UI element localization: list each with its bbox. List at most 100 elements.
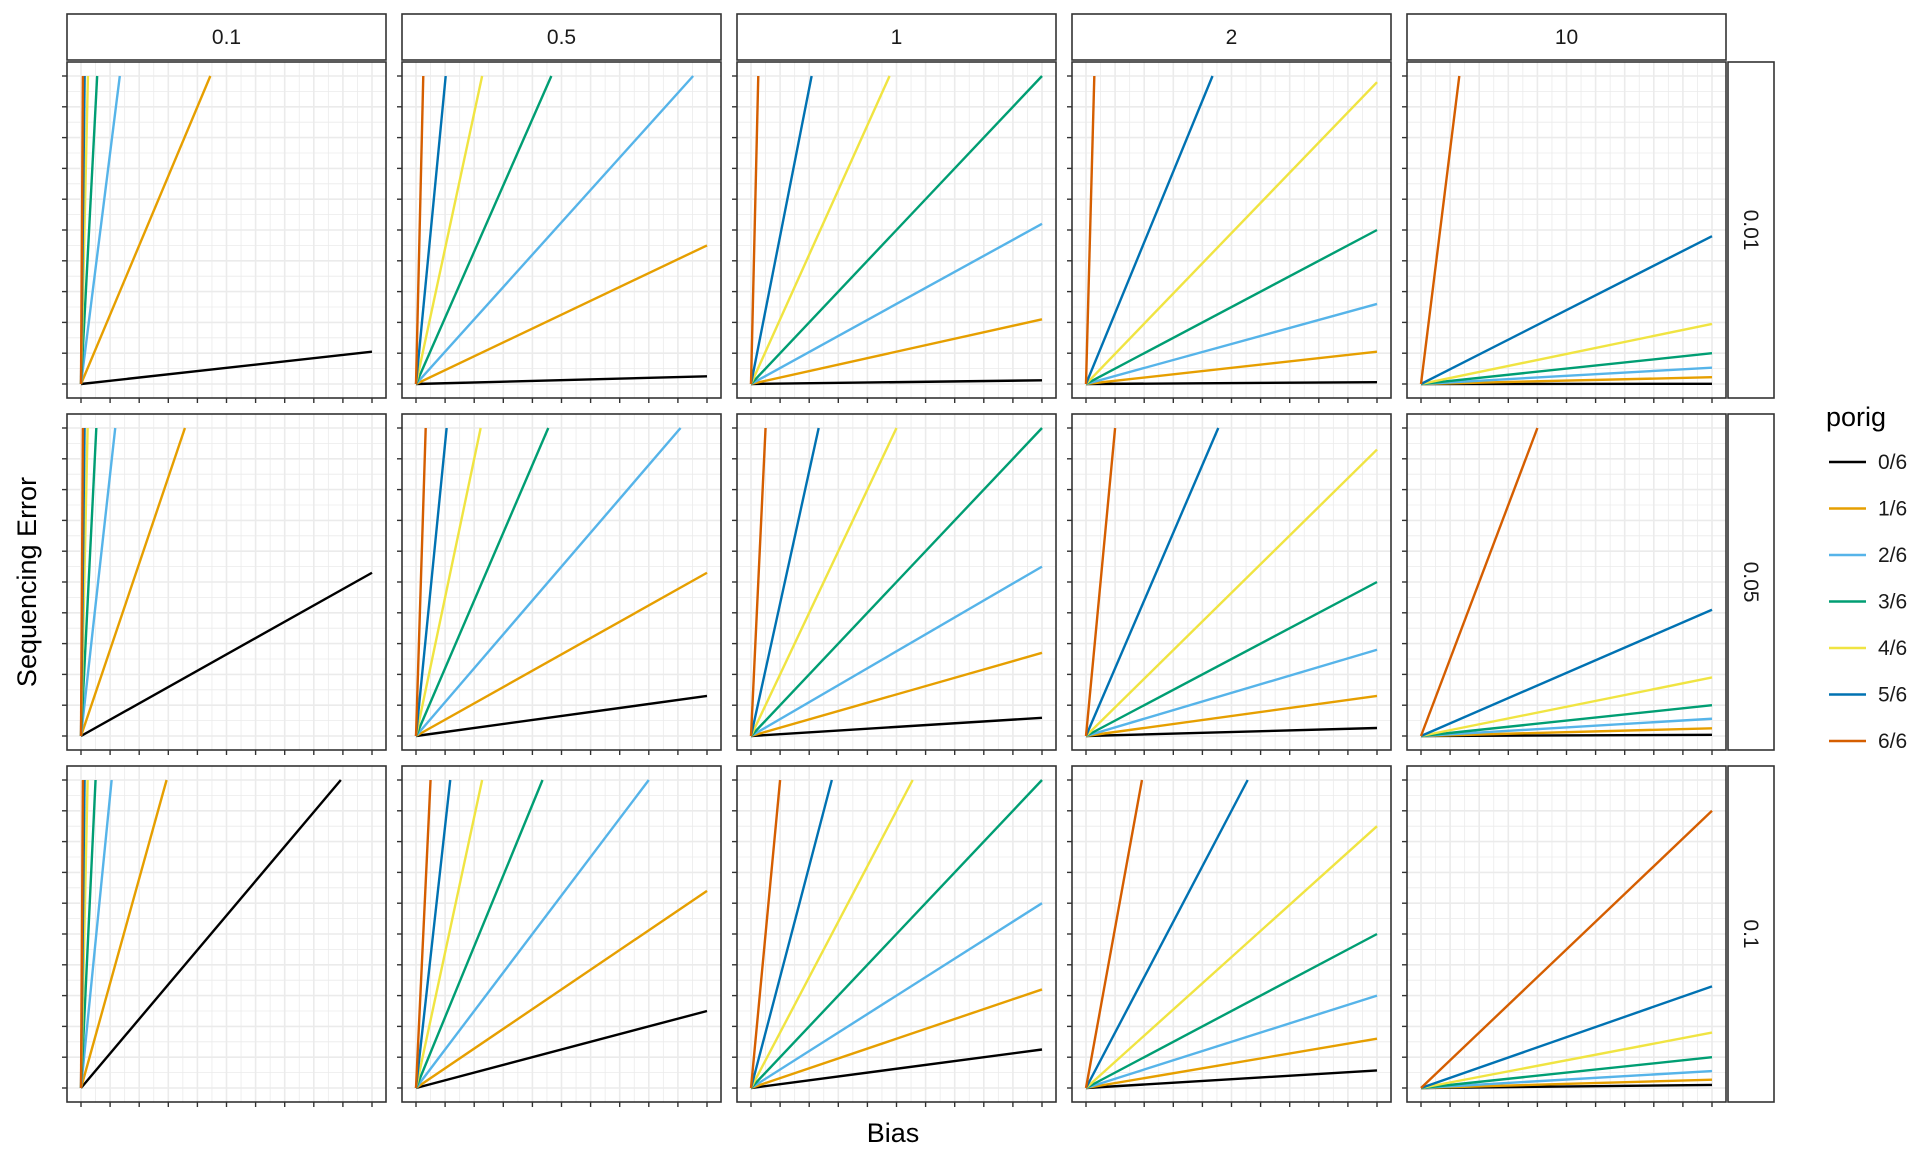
series-line-2-6 [750, 565, 1043, 738]
legend-item-2-6: 2/6 [1829, 544, 1907, 567]
series-line-0-6 [1085, 380, 1378, 386]
series-line-1-6 [750, 651, 1043, 738]
panel-1-0-1 [732, 765, 1057, 1107]
series-line-2-6 [750, 222, 1043, 386]
legend-item-3-6: 3/6 [1829, 591, 1907, 614]
col-strip-box [736, 13, 1057, 61]
panel-0-1-0-01 [62, 61, 387, 403]
col-strip-0-5: 0.5 [401, 13, 722, 61]
y-axis-title: Sequencing Error [12, 477, 42, 687]
x-axis-title: Bias [867, 1118, 920, 1148]
series-line-0-6 [750, 716, 1043, 738]
legend-label: 5/6 [1878, 684, 1907, 707]
series-line-6-6 [1419, 75, 1461, 385]
legend-label: 1/6 [1878, 498, 1907, 521]
series-line-3-6 [1420, 704, 1713, 738]
series-line-6-6 [749, 779, 782, 1089]
series-line-4-6 [749, 427, 898, 737]
series-line-3-6 [750, 779, 1043, 1089]
series-line-0-6 [415, 1009, 708, 1090]
panel-2-0-01 [1067, 61, 1392, 403]
series-line-2-6 [79, 779, 113, 1089]
legend-item-0-6: 0/6 [1829, 451, 1907, 474]
series-line-0-6 [80, 571, 373, 738]
panel-10-0-01 [1402, 61, 1727, 403]
series-line-6-6 [79, 427, 85, 737]
series-line-3-6 [414, 75, 553, 385]
col-strip-label: 0.5 [547, 26, 576, 49]
legend-label: 3/6 [1878, 591, 1907, 614]
series-line-6-6 [79, 75, 85, 385]
col-strip-label: 2 [1226, 26, 1238, 49]
legend-label: 0/6 [1878, 451, 1907, 474]
row-strip-0-1: 0.1 [1727, 765, 1775, 1103]
legend-item-4-6: 4/6 [1829, 637, 1907, 660]
series-line-3-6 [414, 779, 544, 1089]
panel-10-0-05 [1402, 413, 1727, 755]
series-line-5-6 [1420, 608, 1713, 738]
series-line-6-6 [1084, 75, 1096, 385]
series-line-3-6 [1420, 1056, 1713, 1090]
series-line-1-6 [415, 571, 708, 738]
series-line-4-6 [749, 75, 891, 385]
legend-label: 2/6 [1878, 544, 1907, 567]
col-strip-label: 10 [1555, 26, 1578, 49]
series-line-6-6 [414, 779, 432, 1089]
panel-1-0-01 [732, 61, 1057, 403]
series-line-0-6 [80, 350, 373, 386]
series-line-5-6 [414, 75, 447, 385]
col-strip-box [401, 13, 722, 61]
series-line-6-6 [414, 75, 425, 385]
panel-2-0-1 [1067, 765, 1392, 1107]
series-line-3-6 [1420, 352, 1713, 386]
series-line-2-6 [415, 427, 682, 737]
series-line-2-6 [415, 75, 695, 385]
series-line-0-6 [1085, 1069, 1378, 1090]
series-line-1-6 [1085, 1037, 1378, 1090]
series-line-1-6 [750, 318, 1043, 386]
series-line-3-6 [79, 779, 97, 1089]
series-line-0-6 [80, 779, 342, 1089]
col-strip-label: 0.1 [212, 26, 241, 49]
series-line-3-6 [1085, 228, 1378, 386]
series-line-5-6 [1084, 427, 1220, 737]
series-line-6-6 [1084, 427, 1117, 737]
legend-item-5-6: 5/6 [1829, 684, 1907, 707]
panel-0-5-0-1 [397, 765, 722, 1107]
series-line-1-6 [415, 889, 708, 1089]
col-strip-label: 1 [891, 26, 903, 49]
series-line-2-6 [79, 427, 117, 737]
legend-label: 4/6 [1878, 637, 1907, 660]
series-line-4-6 [414, 427, 482, 737]
legend-item-6-6: 6/6 [1829, 730, 1907, 753]
legend-label: 6/6 [1878, 730, 1907, 753]
series-line-0-6 [750, 379, 1043, 386]
series-line-5-6 [1084, 779, 1249, 1089]
facet-strips: 0.1 0.5 1 2 10 0.01 0.05 0.1 [66, 13, 1775, 1103]
series-line-1-6 [1085, 350, 1378, 386]
series-line-6-6 [414, 427, 427, 737]
series-line-0-6 [750, 1048, 1043, 1090]
series-line-4-6 [1420, 676, 1713, 738]
series-line-4-6 [1420, 322, 1713, 386]
legend: porig 0/6 1/6 2/6 3/6 4/6 5/6 6/6 [1826, 402, 1907, 753]
series-line-1-6 [1420, 1078, 1713, 1090]
series-line-4-6 [1085, 448, 1378, 737]
series-line-1-6 [79, 779, 168, 1089]
series-line-1-6 [1420, 727, 1713, 738]
row-strip-0-05: 0.05 [1727, 413, 1775, 751]
series-line-3-6 [79, 75, 99, 385]
col-strip-box [66, 13, 387, 61]
row-strip-box [1727, 413, 1775, 751]
facet-panels [62, 61, 1727, 1107]
series-line-2-6 [1085, 302, 1378, 386]
panel-2-0-05 [1067, 413, 1392, 755]
series-line-1-6 [79, 75, 212, 385]
series-line-4-6 [1085, 81, 1378, 385]
series-line-2-6 [1085, 648, 1378, 738]
series-line-1-6 [1420, 376, 1713, 386]
series-line-5-6 [1084, 75, 1214, 385]
row-strip-label: 0.01 [1739, 210, 1762, 251]
series-line-0-6 [1085, 726, 1378, 738]
